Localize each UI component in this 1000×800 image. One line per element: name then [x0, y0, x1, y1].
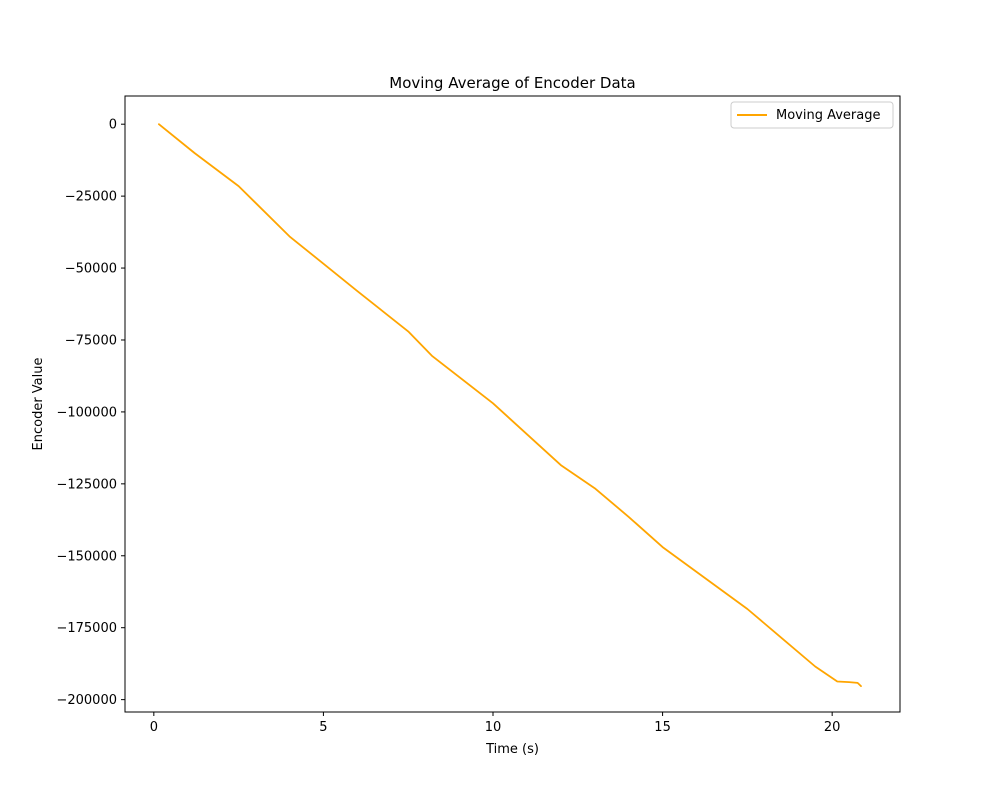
x-axis: 0 5 10 15 20 — [150, 712, 841, 735]
y-tick-label: −100000 — [56, 405, 117, 420]
x-tick-label: 10 — [485, 720, 502, 735]
legend-label-moving-average: Moving Average — [776, 108, 880, 123]
x-tick-label: 5 — [319, 720, 327, 735]
x-tick-label: 0 — [150, 720, 158, 735]
x-tick-label: 15 — [654, 720, 671, 735]
y-tick-label: −200000 — [56, 693, 117, 708]
y-tick-label: 0 — [109, 118, 117, 133]
y-tick-label: −25000 — [65, 190, 117, 205]
plot-frame — [124, 95, 901, 713]
x-tick-label: 20 — [824, 720, 841, 735]
legend-box — [730, 101, 894, 129]
y-tick-label: −150000 — [56, 549, 117, 564]
legend: Moving Average — [730, 101, 894, 129]
plot-area — [157, 123, 862, 687]
series-line-moving-average — [157, 123, 862, 687]
y-tick-label: −75000 — [65, 333, 117, 348]
x-axis-title: Time (s) — [485, 742, 539, 757]
y-axis-title: Encoder Value — [31, 358, 46, 451]
y-tick-label: −125000 — [56, 477, 117, 492]
chart-title: Moving Average of Encoder Data — [389, 74, 635, 92]
y-tick-label: −50000 — [65, 262, 117, 277]
y-axis: 0 −25000 −50000 −75000 −100000 −125000 −150000… — [56, 118, 125, 708]
y-tick-label: −175000 — [56, 621, 117, 636]
